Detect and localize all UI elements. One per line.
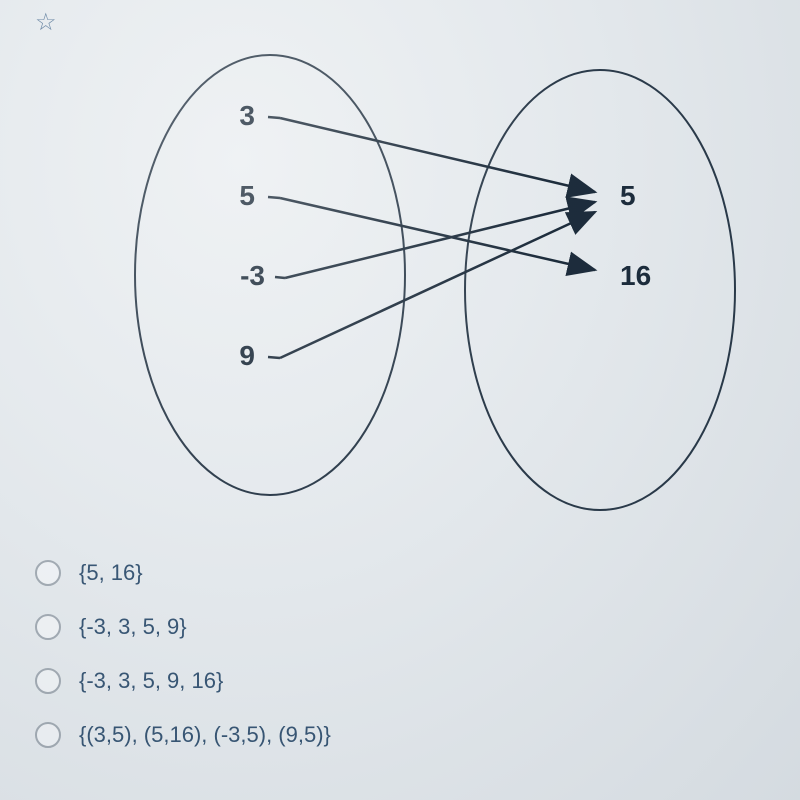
option-label: {(3,5), (5,16), (-3,5), (9,5)} [79, 722, 331, 748]
domain-ellipse [135, 55, 405, 495]
bookmark-star-icon: ☆ [35, 8, 57, 37]
option-1[interactable]: {5, 16} [35, 560, 331, 586]
radio-icon[interactable] [35, 614, 61, 640]
radio-icon[interactable] [35, 668, 61, 694]
domain-value-neg3: -3 [240, 260, 265, 291]
option-4[interactable]: {(3,5), (5,16), (-3,5), (9,5)} [35, 722, 331, 748]
range-ellipse [465, 70, 735, 510]
mapping-diagram: 3 5 -3 9 5 16 [100, 30, 740, 530]
radio-icon[interactable] [35, 722, 61, 748]
answer-options: {5, 16} {-3, 3, 5, 9} {-3, 3, 5, 9, 16} … [35, 560, 331, 776]
option-label: {-3, 3, 5, 9, 16} [79, 668, 223, 694]
option-2[interactable]: {-3, 3, 5, 9} [35, 614, 331, 640]
arrow-neg3-to-5 [285, 202, 595, 278]
domain-value-5: 5 [239, 180, 255, 211]
option-label: {-3, 3, 5, 9} [79, 614, 187, 640]
radio-icon[interactable] [35, 560, 61, 586]
range-value-16: 16 [620, 260, 651, 291]
option-3[interactable]: {-3, 3, 5, 9, 16} [35, 668, 331, 694]
range-value-5: 5 [620, 180, 636, 211]
option-label: {5, 16} [79, 560, 143, 586]
diagram-svg: 3 5 -3 9 5 16 [100, 30, 740, 530]
domain-value-9: 9 [239, 340, 255, 371]
domain-value-3: 3 [239, 100, 255, 131]
arrow-3-to-5 [280, 118, 595, 192]
